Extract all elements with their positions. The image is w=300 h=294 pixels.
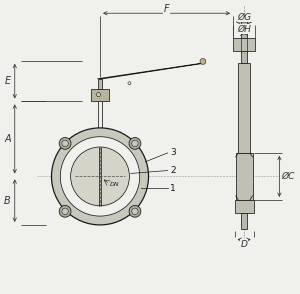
- Bar: [233, 38, 255, 51]
- Circle shape: [129, 138, 141, 149]
- Text: F: F: [164, 4, 169, 14]
- Text: ØC: ØC: [281, 172, 294, 181]
- Circle shape: [59, 138, 71, 149]
- Circle shape: [60, 137, 140, 216]
- Circle shape: [132, 140, 138, 147]
- Bar: [98, 79, 102, 89]
- Text: DN: DN: [110, 182, 120, 187]
- Text: B: B: [4, 196, 11, 206]
- Bar: [92, 89, 109, 101]
- Circle shape: [62, 140, 68, 147]
- Text: D: D: [241, 240, 248, 249]
- Bar: [238, 63, 250, 153]
- Polygon shape: [98, 63, 204, 79]
- Text: ØH: ØH: [237, 25, 251, 34]
- Circle shape: [62, 208, 68, 215]
- Text: 3: 3: [170, 148, 176, 157]
- Circle shape: [132, 208, 138, 215]
- Bar: [241, 51, 247, 63]
- Bar: [241, 12, 247, 38]
- Text: E: E: [4, 76, 11, 86]
- Text: A: A: [4, 134, 11, 144]
- Circle shape: [97, 93, 101, 97]
- Bar: [241, 213, 247, 229]
- Text: 2: 2: [170, 166, 176, 175]
- Circle shape: [59, 206, 71, 217]
- Circle shape: [52, 128, 148, 225]
- Bar: [235, 200, 254, 213]
- Circle shape: [129, 206, 141, 217]
- Circle shape: [70, 147, 129, 206]
- Circle shape: [200, 59, 206, 64]
- Text: 1: 1: [170, 184, 176, 193]
- Text: ØG: ØG: [237, 13, 251, 22]
- Bar: [236, 153, 253, 200]
- Circle shape: [128, 82, 131, 85]
